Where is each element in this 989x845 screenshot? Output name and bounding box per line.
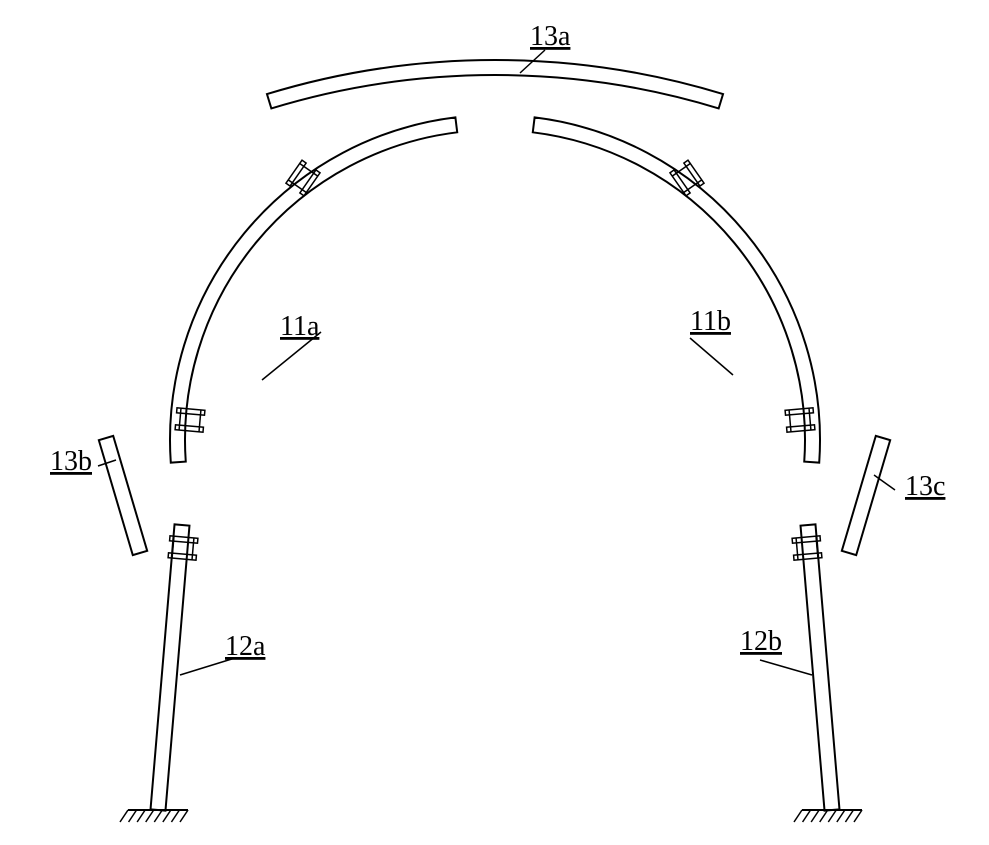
label-11a: 11a [280, 311, 320, 342]
label-13c: 13c [905, 471, 945, 502]
label-11b: 11b [690, 306, 731, 337]
label-13b: 13b [50, 446, 92, 477]
label-12b: 12b [740, 626, 782, 657]
label-12a: 12a [225, 631, 266, 662]
label-13a: 13a [530, 21, 571, 52]
